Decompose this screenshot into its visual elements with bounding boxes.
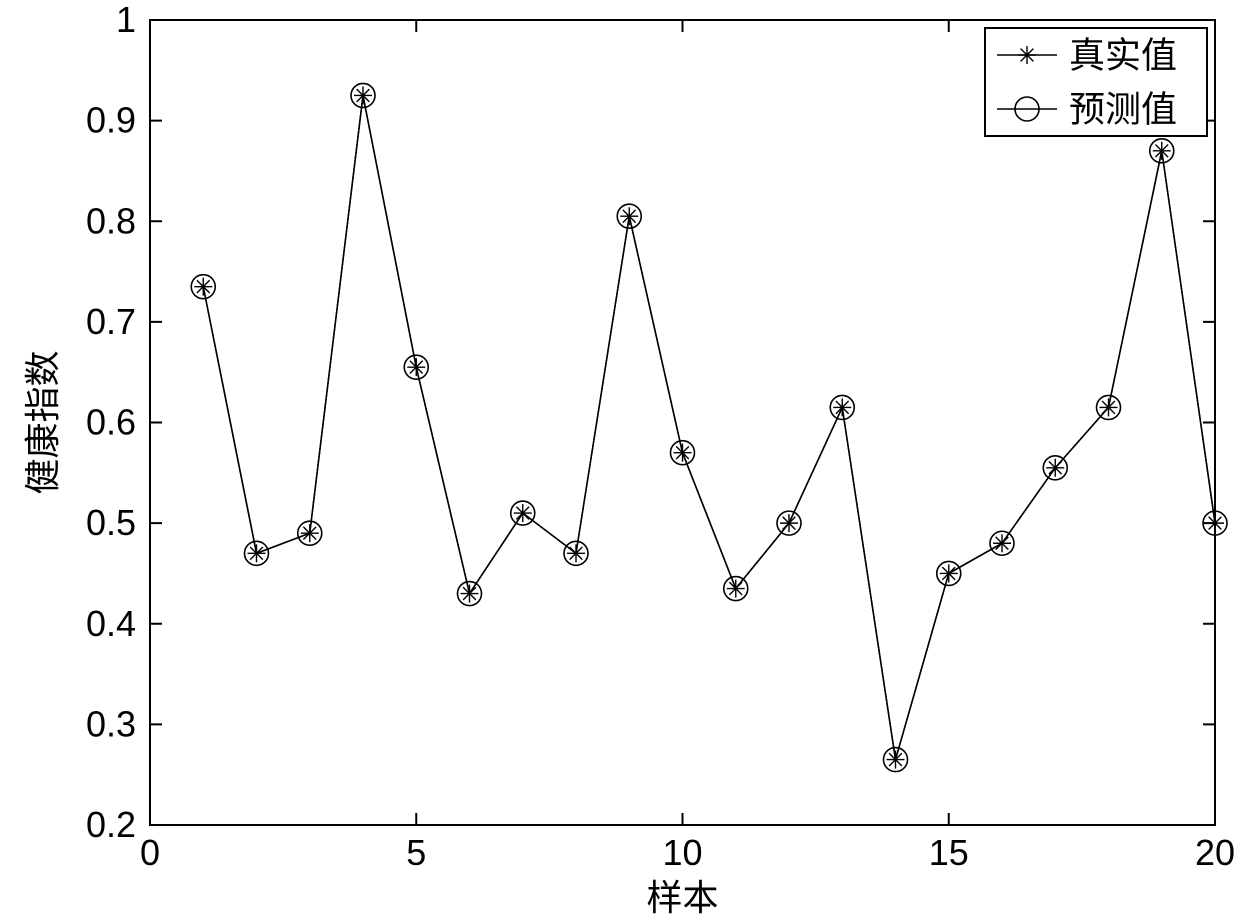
xtick-label: 5 bbox=[406, 832, 426, 873]
ytick-label: 1 bbox=[116, 0, 136, 40]
ytick-label: 0.5 bbox=[86, 502, 136, 543]
ytick-label: 0.6 bbox=[86, 402, 136, 443]
ytick-label: 0.7 bbox=[86, 301, 136, 342]
legend: 真实值预测值 bbox=[985, 28, 1207, 136]
x-axis-label: 样本 bbox=[646, 878, 718, 918]
xtick-label: 0 bbox=[140, 832, 160, 873]
xtick-label: 15 bbox=[929, 832, 969, 873]
xtick-label: 10 bbox=[662, 832, 702, 873]
ytick-label: 0.9 bbox=[86, 100, 136, 141]
ytick-label: 0.2 bbox=[86, 804, 136, 845]
y-axis-label: 健康指数 bbox=[23, 350, 63, 494]
xtick-label: 20 bbox=[1195, 832, 1235, 873]
ytick-label: 0.3 bbox=[86, 703, 136, 744]
ytick-label: 0.8 bbox=[86, 200, 136, 241]
ytick-label: 0.4 bbox=[86, 603, 136, 644]
legend-label: 真实值 bbox=[1069, 36, 1177, 76]
line-chart: 0 5 10 15 20 0.2 0.3 0.4 0.5 0.6 0.7 0.8 0.9 1 样本 健康指数 真… bbox=[0, 0, 1240, 920]
legend-label: 预测值 bbox=[1069, 90, 1177, 130]
